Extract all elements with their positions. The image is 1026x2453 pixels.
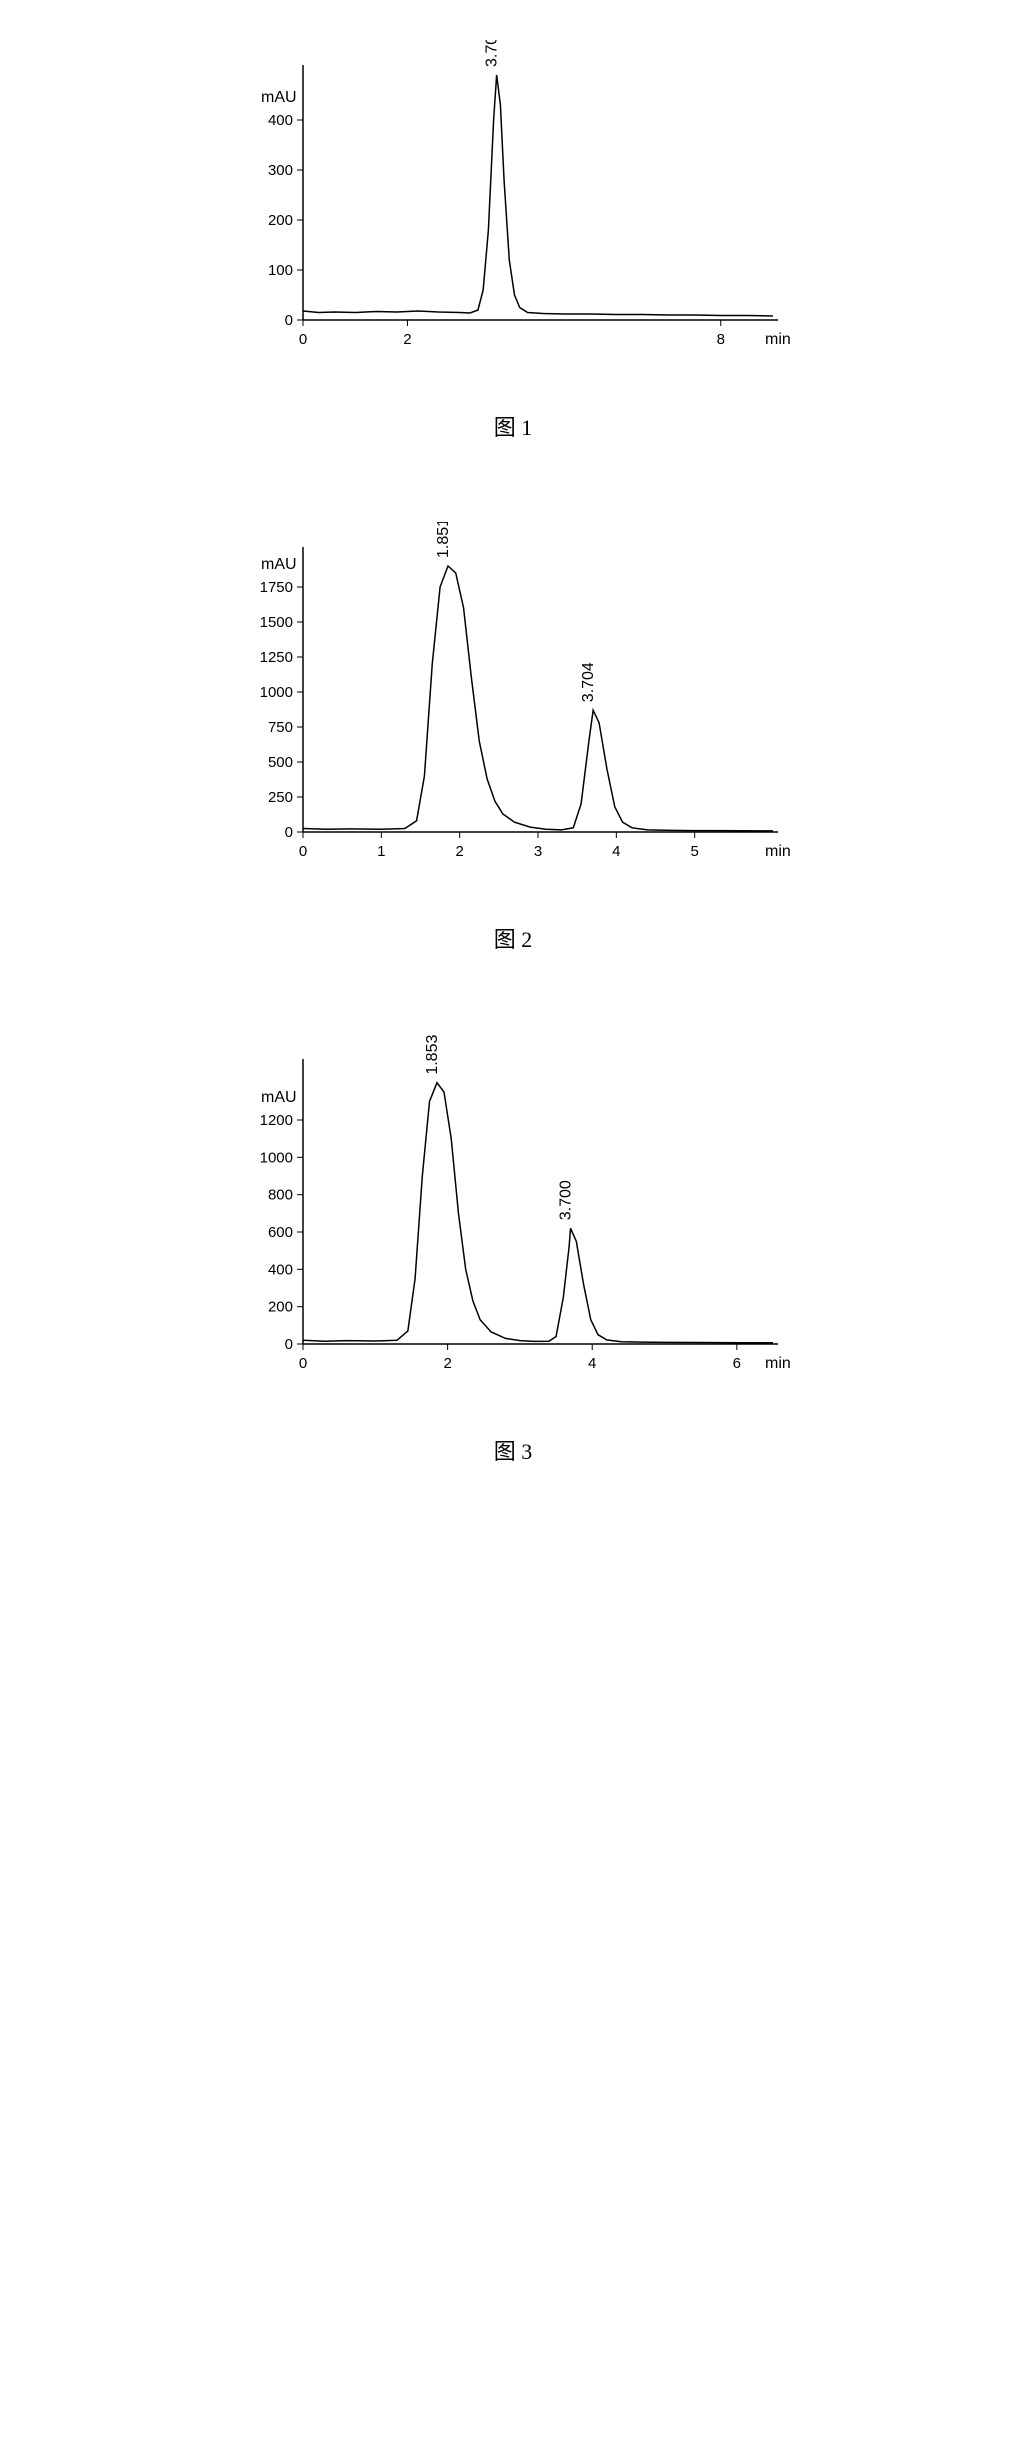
x-tick-label: 2	[455, 843, 463, 860]
chart3-container: 0 200 400 600 800 1000 1200 0 2 4 6 mAU min 1.853 3.70…	[213, 1034, 813, 1466]
x-tick-label: 2	[443, 1355, 451, 1372]
chart1-container: 0 100 200 300 400 0 2 8 mAU min 3.708 图 1	[213, 40, 813, 442]
y-axis-label: mAU	[261, 1089, 297, 1106]
peak-label: 3.704	[580, 662, 597, 702]
chart1-svg: 0 100 200 300 400 0 2 8 mAU min 3.708	[213, 40, 813, 380]
y-tick-label: 500	[268, 754, 293, 771]
x-tick-label: 0	[299, 843, 307, 860]
y-tick-label: 1500	[260, 614, 293, 631]
chart1-caption: 图 1	[213, 410, 813, 442]
y-tick-label: 400	[268, 1261, 293, 1278]
y-tick-label: 250	[268, 789, 293, 806]
y-axis-label: mAU	[261, 556, 297, 573]
x-tick-label: 8	[717, 331, 725, 348]
y-tick-label: 1250	[260, 649, 293, 666]
y-tick-label: 800	[268, 1187, 293, 1204]
peak-label: 3.708	[484, 40, 501, 67]
x-tick-label: 0	[299, 1355, 307, 1372]
x-tick-label: 5	[690, 843, 698, 860]
y-tick-label: 750	[268, 719, 293, 736]
y-tick-label: 600	[268, 1224, 293, 1241]
y-axis-label: mAU	[261, 89, 297, 106]
x-tick-label: 0	[299, 331, 307, 348]
peak-label: 1.851	[435, 522, 452, 558]
x-tick-label: 2	[403, 331, 411, 348]
x-tick-label: 4	[612, 843, 620, 860]
y-tick-label: 1200	[260, 1112, 293, 1129]
chart2-container: 0 250 500 750 1000 1250 1500 1750 0 1 2 3 4 5 mAU min 1.…	[213, 522, 813, 954]
y-tick-label: 0	[285, 312, 293, 329]
y-tick-label: 0	[285, 824, 293, 841]
y-tick-label: 1000	[260, 1149, 293, 1166]
x-tick-label: 3	[534, 843, 542, 860]
y-tick-label: 0	[285, 1336, 293, 1353]
y-tick-label: 1000	[260, 684, 293, 701]
x-axis-label: min	[765, 843, 791, 860]
x-tick-label: 1	[377, 843, 385, 860]
chart3-caption: 图 3	[213, 1434, 813, 1466]
peak-label: 1.853	[424, 1035, 441, 1075]
y-tick-label: 200	[268, 212, 293, 229]
y-tick-label: 100	[268, 262, 293, 279]
y-tick-label: 1750	[260, 579, 293, 596]
x-axis-label: min	[765, 331, 791, 348]
x-axis-label: min	[765, 1355, 791, 1372]
y-tick-label: 400	[268, 112, 293, 129]
chart2-svg: 0 250 500 750 1000 1250 1500 1750 0 1 2 3 4 5 mAU min 1.…	[213, 522, 813, 892]
x-tick-label: 4	[588, 1355, 596, 1372]
y-tick-label: 300	[268, 162, 293, 179]
chart2-caption: 图 2	[213, 922, 813, 954]
peak-label: 3.700	[558, 1180, 575, 1220]
x-tick-label: 6	[733, 1355, 741, 1372]
y-tick-label: 200	[268, 1299, 293, 1316]
chart3-svg: 0 200 400 600 800 1000 1200 0 2 4 6 mAU min 1.853 3.70…	[213, 1034, 813, 1404]
